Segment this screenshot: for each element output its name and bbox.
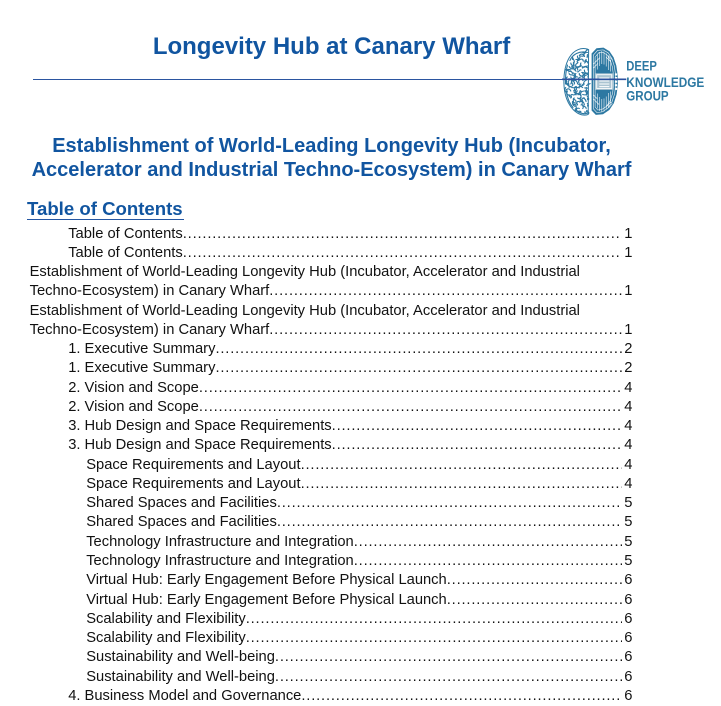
svg-text:DEEP: DEEP xyxy=(626,58,657,73)
svg-text:KNOWLEDGE: KNOWLEDGE xyxy=(626,75,704,90)
svg-text:GROUP: GROUP xyxy=(626,89,668,104)
